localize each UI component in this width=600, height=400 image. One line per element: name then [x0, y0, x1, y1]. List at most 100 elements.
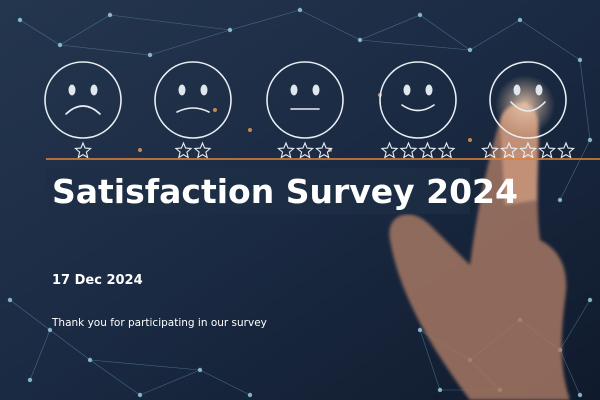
network-line — [139, 369, 201, 396]
network-line — [49, 329, 91, 361]
face-eye — [90, 84, 98, 96]
network-line — [59, 44, 151, 56]
network-node — [417, 12, 423, 18]
network-node — [7, 297, 13, 303]
rating-faces — [44, 61, 575, 159]
network-node — [297, 7, 303, 13]
network-line — [299, 9, 361, 41]
rating-star — [315, 141, 333, 159]
rating-star — [437, 141, 456, 159]
network-line — [29, 329, 51, 381]
finger-glow — [495, 75, 555, 135]
network-node — [517, 17, 523, 23]
network-node — [87, 357, 93, 363]
network-line — [89, 359, 201, 371]
network-node — [357, 37, 363, 43]
network-node — [227, 27, 233, 33]
light-spot — [248, 128, 252, 132]
title-band — [46, 168, 470, 214]
face-outline — [379, 61, 457, 139]
network-node — [467, 47, 473, 53]
face-eye — [425, 84, 433, 96]
rating-star — [174, 141, 193, 159]
face-eye — [535, 84, 543, 96]
rating-star — [193, 141, 212, 159]
subtitle: Thank you for participating in our surve… — [51, 317, 267, 329]
network-node — [107, 12, 113, 18]
face-mouth — [401, 104, 435, 112]
face-mouth — [176, 107, 210, 113]
network-node — [137, 392, 143, 398]
network-line — [59, 14, 111, 46]
rating-star — [538, 141, 556, 159]
network-line — [579, 59, 591, 141]
network-node — [17, 17, 23, 23]
face-mouth — [510, 101, 546, 112]
light-spot — [138, 148, 142, 152]
accent-line — [46, 158, 600, 160]
network-line — [519, 19, 581, 61]
network-line — [559, 139, 591, 201]
rating-star — [296, 141, 314, 159]
network-node — [57, 42, 63, 48]
network-node — [587, 297, 593, 303]
face-outline — [44, 61, 122, 139]
rating-star — [519, 141, 537, 159]
network-line — [359, 39, 471, 51]
face-eye — [178, 84, 186, 96]
network-node — [27, 377, 33, 383]
network-node — [557, 197, 563, 203]
network-node — [417, 327, 423, 333]
network-line — [559, 299, 591, 351]
network-node — [47, 327, 53, 333]
network-node — [197, 367, 203, 373]
face-eye — [312, 84, 320, 96]
rating-star — [481, 141, 499, 159]
network-line — [89, 359, 141, 396]
face-outline — [489, 61, 567, 139]
face-eye — [200, 84, 208, 96]
network-node — [577, 392, 583, 398]
face-eye — [290, 84, 298, 96]
network-line — [359, 14, 421, 41]
face — [154, 61, 232, 139]
network-line — [149, 29, 231, 56]
light-spot — [468, 138, 472, 142]
network-line — [469, 19, 521, 51]
network-line — [229, 9, 301, 31]
network-line — [419, 14, 471, 51]
network-line — [199, 369, 251, 396]
network-node — [247, 392, 253, 398]
date: 17 Dec 2024 — [52, 273, 143, 288]
face — [266, 61, 344, 139]
rating-star — [380, 141, 399, 159]
network-node — [577, 57, 583, 63]
network-line — [559, 349, 581, 396]
face-outline — [154, 61, 232, 139]
face-eye — [68, 84, 76, 96]
rating-star — [557, 141, 575, 159]
network-line — [419, 329, 441, 391]
face-eye — [513, 84, 521, 96]
face — [489, 61, 567, 139]
face-eye — [403, 84, 411, 96]
title: Satisfaction Survey 2024 — [52, 172, 518, 211]
light-spot — [213, 108, 217, 112]
face — [379, 61, 457, 139]
network-node — [587, 137, 593, 143]
face-outline — [266, 61, 344, 139]
rating-star — [277, 141, 295, 159]
face — [44, 61, 122, 139]
network-node — [147, 52, 153, 58]
rating-star — [399, 141, 418, 159]
network-line — [19, 19, 61, 46]
rating-star — [418, 141, 437, 159]
network-line — [109, 14, 231, 31]
network-node — [437, 387, 443, 393]
face-mouth — [65, 105, 101, 115]
rating-star — [500, 141, 518, 159]
network-line — [9, 299, 51, 331]
